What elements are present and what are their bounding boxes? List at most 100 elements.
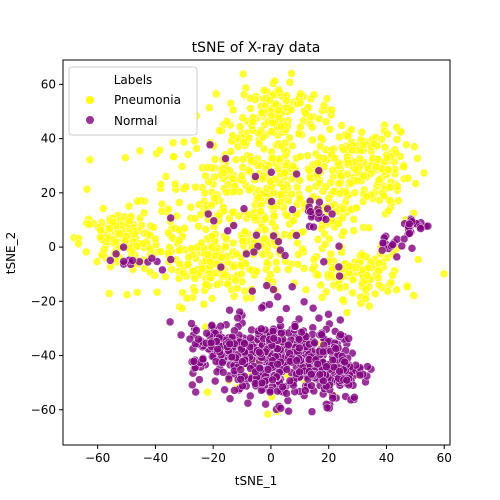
- data-point-pneumonia: [374, 175, 384, 185]
- data-point-pneumonia: [373, 155, 383, 164]
- data-point-pneumonia: [276, 190, 286, 199]
- data-point-pneumonia: [222, 117, 232, 126]
- data-point-pneumonia: [361, 284, 371, 294]
- data-point-normal: [203, 209, 213, 219]
- data-point-pneumonia: [326, 271, 336, 280]
- data-point-pneumonia: [313, 158, 322, 168]
- x-tick-label: −20: [201, 451, 226, 465]
- y-tick-label: −20: [31, 294, 56, 308]
- data-point-normal: [216, 321, 225, 331]
- data-point-pneumonia: [156, 247, 166, 256]
- data-point-pneumonia: [81, 247, 91, 257]
- data-point-normal: [158, 265, 167, 275]
- data-point-pneumonia: [409, 291, 419, 300]
- data-point-normal: [309, 222, 318, 232]
- data-point-normal: [282, 304, 291, 313]
- data-point-normal: [269, 231, 278, 241]
- data-point-pneumonia: [392, 285, 401, 295]
- y-tick-label: 40: [41, 132, 56, 146]
- data-point-pneumonia: [156, 179, 165, 189]
- data-point-pneumonia: [338, 295, 348, 305]
- data-point-normal: [205, 140, 215, 150]
- data-point-pneumonia: [170, 179, 180, 189]
- data-point-pneumonia: [363, 263, 373, 273]
- data-point-pneumonia: [203, 387, 212, 397]
- data-point-pneumonia: [402, 282, 412, 292]
- data-point-normal: [363, 362, 372, 371]
- data-point-pneumonia: [186, 202, 195, 212]
- data-point-pneumonia: [413, 154, 422, 163]
- data-point-normal: [282, 365, 292, 374]
- data-point-pneumonia: [210, 155, 220, 164]
- data-point-normal: [295, 343, 304, 353]
- data-point-pneumonia: [358, 250, 368, 260]
- data-point-normal: [147, 254, 157, 263]
- data-point-pneumonia: [308, 264, 318, 274]
- data-point-pneumonia: [274, 106, 283, 115]
- data-point-pneumonia: [259, 144, 269, 154]
- data-point-normal: [246, 391, 255, 401]
- data-point-pneumonia: [334, 179, 343, 188]
- data-point-normal: [314, 166, 324, 175]
- data-point-pneumonia: [321, 182, 331, 192]
- data-point-pneumonia: [309, 90, 319, 100]
- data-point-pneumonia: [392, 135, 402, 144]
- data-point-pneumonia: [347, 145, 357, 155]
- data-point-pneumonia: [219, 168, 229, 178]
- data-point-pneumonia: [313, 270, 323, 280]
- data-point-normal: [269, 285, 278, 294]
- data-point-pneumonia: [364, 223, 374, 233]
- data-point-pneumonia: [202, 163, 212, 172]
- data-point-pneumonia: [181, 182, 191, 192]
- chart-title: tSNE of X-ray data: [192, 40, 321, 56]
- data-point-pneumonia: [402, 140, 411, 149]
- data-point-pneumonia: [272, 265, 282, 274]
- data-point-pneumonia: [327, 105, 337, 115]
- data-point-pneumonia: [174, 246, 184, 255]
- data-point-normal: [166, 255, 176, 264]
- x-tick-label: 60: [437, 451, 452, 465]
- data-point-pneumonia: [183, 150, 193, 159]
- data-point-normal: [166, 213, 175, 223]
- data-point-pneumonia: [288, 161, 298, 171]
- data-point-normal: [317, 330, 326, 339]
- data-point-normal: [106, 256, 115, 265]
- data-point-normal: [268, 326, 278, 336]
- data-point-pneumonia: [196, 210, 205, 219]
- data-point-pneumonia: [222, 187, 231, 197]
- data-point-normal: [378, 238, 388, 248]
- data-point-pneumonia: [301, 285, 311, 295]
- data-point-pneumonia: [139, 208, 149, 218]
- data-point-pneumonia: [221, 242, 230, 252]
- data-point-normal: [191, 387, 200, 397]
- data-point-pneumonia: [180, 223, 189, 233]
- data-point-pneumonia: [190, 136, 199, 145]
- data-point-normal: [322, 362, 331, 371]
- data-point-pneumonia: [349, 215, 358, 224]
- data-point-pneumonia: [293, 260, 303, 269]
- data-point-pneumonia: [201, 225, 211, 234]
- data-point-pneumonia: [392, 123, 401, 132]
- data-point-pneumonia: [377, 134, 386, 144]
- data-point-normal: [269, 334, 279, 343]
- data-point-pneumonia: [235, 122, 245, 131]
- data-point-normal: [185, 334, 195, 344]
- data-point-pneumonia: [135, 146, 145, 156]
- data-point-pneumonia: [231, 275, 240, 285]
- data-point-pneumonia: [385, 183, 394, 192]
- data-point-pneumonia: [194, 222, 203, 231]
- data-point-normal: [189, 357, 199, 366]
- data-point-normal: [321, 215, 331, 224]
- data-point-normal: [314, 208, 324, 217]
- y-tick-label: 20: [41, 186, 56, 200]
- data-point-normal: [194, 334, 203, 344]
- data-point-pneumonia: [307, 122, 317, 132]
- data-point-pneumonia: [108, 217, 117, 227]
- data-point-normal: [310, 338, 319, 348]
- data-point-pneumonia: [282, 96, 291, 105]
- y-tick-label: 60: [41, 77, 56, 91]
- data-point-pneumonia: [262, 258, 272, 268]
- data-point-normal: [236, 374, 245, 384]
- data-point-pneumonia: [298, 227, 308, 236]
